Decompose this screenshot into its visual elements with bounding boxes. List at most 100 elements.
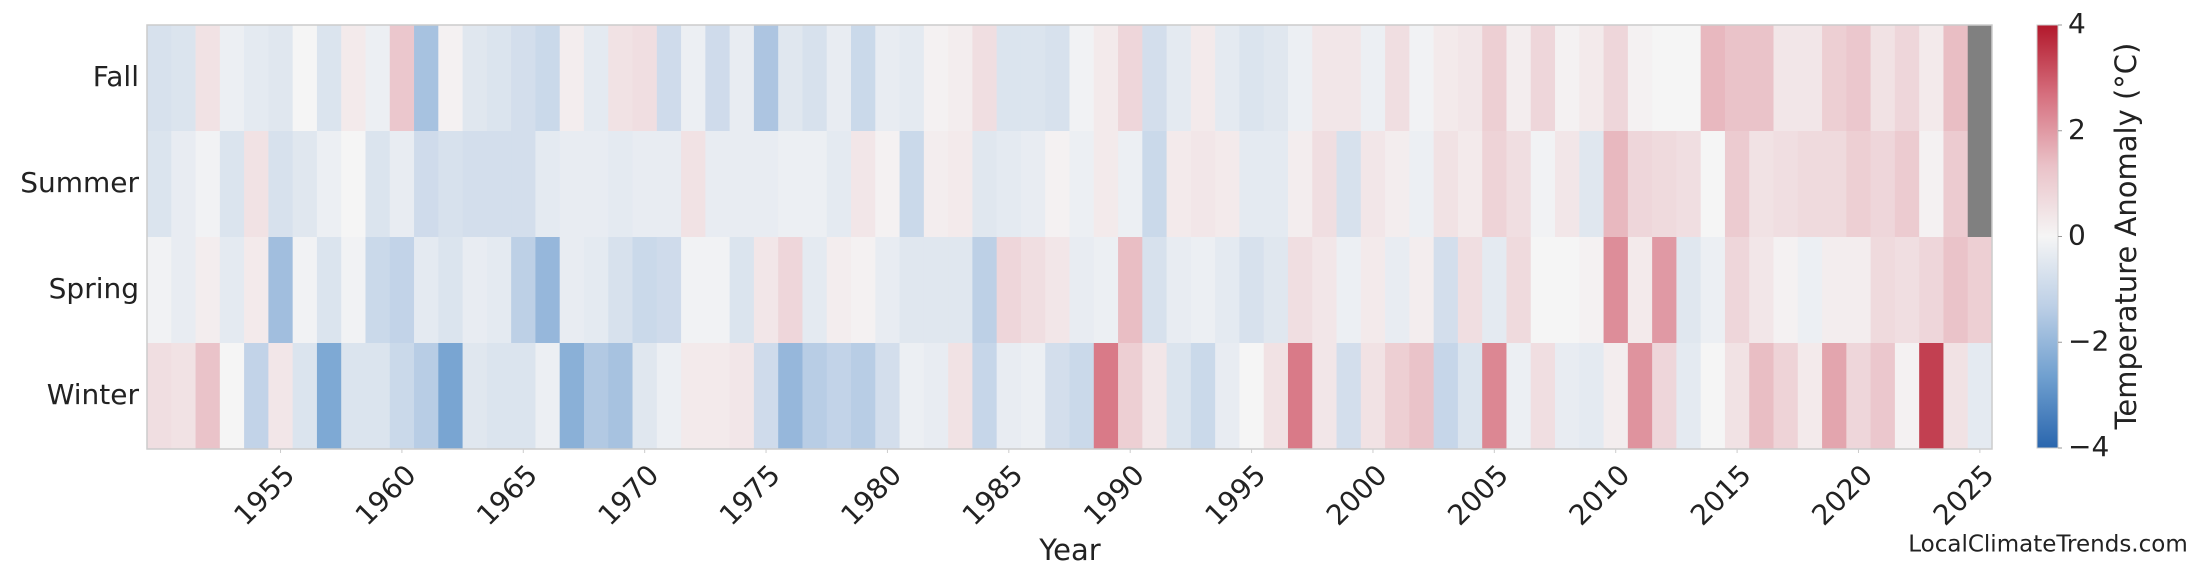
- heatmap-cell: [292, 237, 318, 344]
- heatmap-cell: [535, 343, 561, 450]
- heatmap-cell: [1822, 25, 1847, 132]
- heatmap-cell: [486, 25, 512, 132]
- heatmap-cell: [1190, 343, 1216, 450]
- heatmap-cell: [923, 343, 949, 450]
- heatmap-cell: [1190, 131, 1216, 238]
- x-tick-label: 1970: [592, 458, 666, 532]
- heatmap-cell: [778, 25, 803, 132]
- heatmap-cell: [1312, 131, 1338, 238]
- heatmap-cell: [1118, 237, 1143, 344]
- x-tick-label: 2020: [1805, 458, 1879, 532]
- heatmap-cell: [1797, 131, 1823, 238]
- heatmap-cell: [1069, 343, 1095, 450]
- heatmap-cell: [1700, 131, 1726, 238]
- heatmap-cell: [511, 131, 536, 238]
- heatmap-cell: [1555, 131, 1580, 238]
- heatmap-cell: [1700, 237, 1726, 344]
- heatmap-cell: [705, 343, 731, 450]
- heatmap-cell: [147, 25, 172, 132]
- heatmap-cell: [268, 131, 294, 238]
- heatmap-cell: [705, 237, 731, 344]
- heatmap-cell: [681, 237, 706, 344]
- heatmap-cell: [1409, 131, 1435, 238]
- heatmap-cell: [1773, 131, 1799, 238]
- heatmap-cell: [1457, 237, 1483, 344]
- heatmap-cell: [292, 343, 318, 450]
- heatmap-cell: [171, 131, 197, 238]
- heatmap-cell: [1360, 237, 1386, 344]
- heatmap-cell: [996, 343, 1022, 450]
- heatmap-cell: [1409, 237, 1435, 344]
- heatmap-cell: [632, 237, 658, 344]
- heatmap-cell: [1530, 343, 1556, 450]
- heatmap-cell: [1700, 25, 1726, 132]
- heatmap-cell: [753, 131, 779, 238]
- heatmap-cell: [292, 131, 318, 238]
- heatmap-cell: [244, 25, 269, 132]
- heatmap-cell: [1093, 343, 1119, 450]
- heatmap-cell: [1506, 25, 1532, 132]
- heatmap-cell: [608, 237, 634, 344]
- heatmap-cell: [1263, 25, 1289, 132]
- heatmap-cell: [1652, 131, 1677, 238]
- heatmap-cell: [1967, 237, 1993, 344]
- colorbar-tick-label: 0: [2068, 219, 2086, 252]
- heatmap-cell: [1627, 25, 1653, 132]
- heatmap-cell: [1676, 25, 1702, 132]
- heatmap-cell: [438, 25, 464, 132]
- heatmap-cell: [1943, 237, 1969, 344]
- heatmap-cell: [632, 25, 658, 132]
- heatmap-cell: [1457, 343, 1483, 450]
- heatmap-cell: [1724, 131, 1750, 238]
- heatmap-cell: [1142, 25, 1168, 132]
- heatmap-cell: [1239, 237, 1265, 344]
- heatmap-cell: [1846, 237, 1872, 344]
- heatmap-cell: [1312, 25, 1338, 132]
- heatmap-cell: [365, 343, 391, 450]
- heatmap-cell: [972, 237, 998, 344]
- heatmap-cell: [365, 237, 391, 344]
- heatmap-cell: [1627, 343, 1653, 450]
- heatmap-cell: [1312, 343, 1338, 450]
- heatmap-cell: [1457, 25, 1483, 132]
- heatmap-cell: [851, 131, 876, 238]
- heatmap-cell: [972, 343, 998, 450]
- heatmap-cell: [147, 131, 172, 238]
- heatmap-cell: [1336, 237, 1362, 344]
- heatmap-cell: [948, 237, 973, 344]
- heatmap-cell: [414, 237, 439, 344]
- heatmap-cell: [753, 343, 779, 450]
- heatmap-cell: [219, 131, 245, 238]
- heatmap-cell: [851, 343, 876, 450]
- heatmap-cell: [559, 237, 585, 344]
- heatmap-cell: [1482, 343, 1507, 450]
- heatmap-cell: [1045, 25, 1070, 132]
- heatmap-cell: [1822, 131, 1847, 238]
- heatmap-cell: [147, 343, 172, 450]
- heatmap-cell: [1894, 343, 1920, 450]
- heatmap-cell: [1385, 25, 1410, 132]
- heatmap-cell: [171, 237, 197, 344]
- heatmap-cell: [1894, 131, 1920, 238]
- heatmap-cell: [535, 131, 561, 238]
- heatmap-cell: [1045, 131, 1070, 238]
- x-tick-label: 1985: [956, 458, 1030, 532]
- heatmap-cell: [1215, 25, 1240, 132]
- heatmap-cell: [778, 343, 803, 450]
- heatmap-cell: [1530, 131, 1556, 238]
- heatmap-cell: [1020, 131, 1046, 238]
- heatmap-cell: [1482, 131, 1507, 238]
- heatmap-cell: [341, 237, 366, 344]
- y-tick-label: Spring: [49, 272, 139, 305]
- heatmap-cell: [389, 131, 415, 238]
- heatmap-cell: [1433, 237, 1459, 344]
- heatmap-cell: [1263, 237, 1289, 344]
- heatmap-cell: [1797, 25, 1823, 132]
- heatmap-cell: [1190, 237, 1216, 344]
- heatmap-cell: [1700, 343, 1726, 450]
- heatmap-cell: [1846, 25, 1872, 132]
- heatmap-cell: [1287, 343, 1313, 450]
- colorbar-label: Temperature Anomaly (°C): [2109, 43, 2143, 431]
- heatmap-cell: [1360, 131, 1386, 238]
- heatmap-cell: [389, 237, 415, 344]
